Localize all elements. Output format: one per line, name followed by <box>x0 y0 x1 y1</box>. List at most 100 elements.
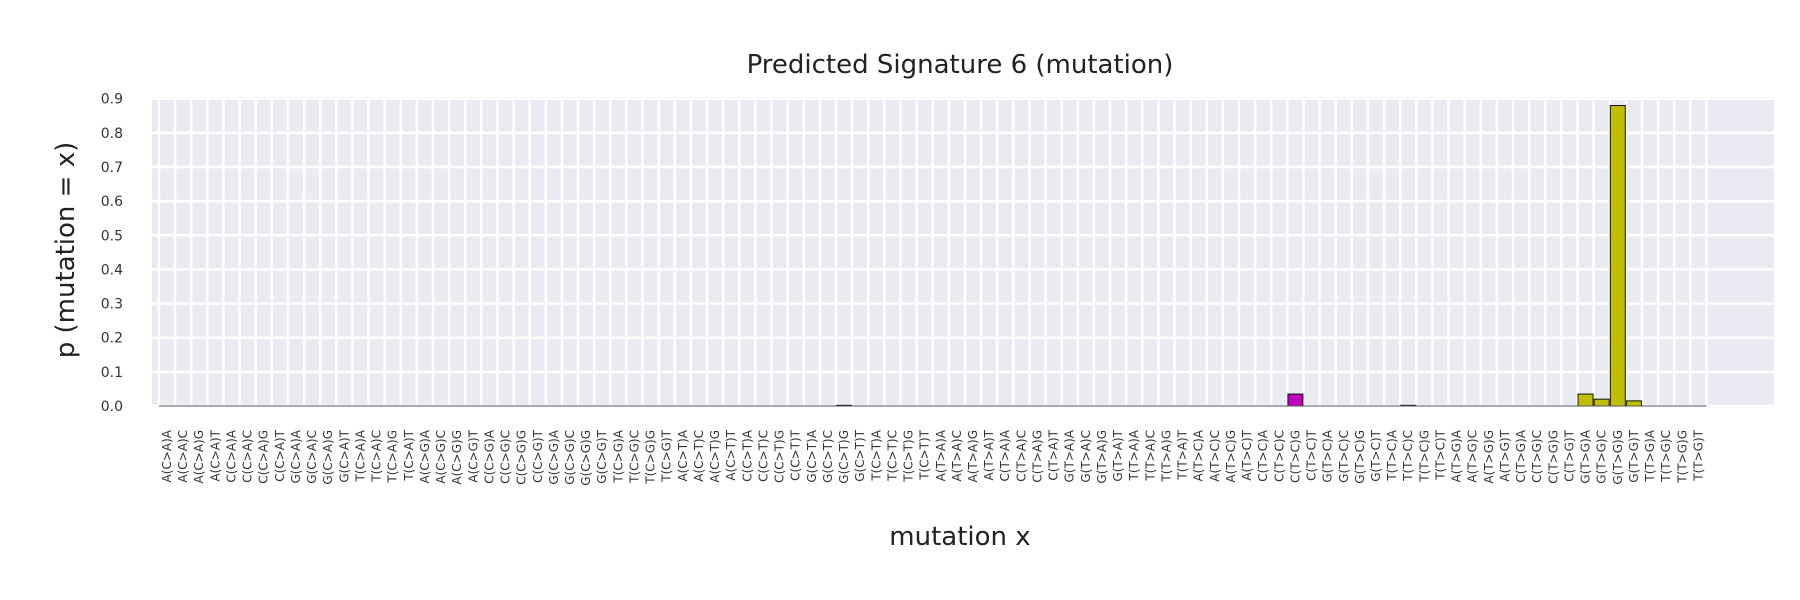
bar-series <box>158 105 1707 407</box>
x-tick-label: G(C>G)G <box>579 430 593 486</box>
y-tick-labels: 0.0 0.1 0.2 0.3 0.4 0.5 0.6 0.7 0.8 0.9 <box>101 92 123 415</box>
x-tick-label: G(T>C)T <box>1369 429 1383 481</box>
x-tick-label: C(T>G)T <box>1562 429 1576 481</box>
vertical-gridlines <box>157 97 1708 406</box>
bar <box>1593 398 1610 407</box>
x-tick-label: T(T>G)C <box>1659 430 1673 483</box>
x-tick-label: A(T>G)C <box>1466 430 1480 483</box>
x-tick-label: G(C>T)G <box>837 430 851 484</box>
x-tick-label: A(C>A)G <box>192 430 206 484</box>
x-tick-label: T(C>G)A <box>611 429 625 483</box>
x-tick-label: A(C>G)A <box>418 429 432 483</box>
x-tick-label: G(T>C)A <box>1321 429 1335 482</box>
x-tick-label: A(C>T)A <box>676 429 690 481</box>
x-tick-label: A(T>G)G <box>1482 430 1496 484</box>
x-tick-label: A(C>A)T <box>208 429 222 481</box>
x-tick-label: A(C>T)C <box>692 430 706 482</box>
x-tick-label: T(T>A)A <box>1127 429 1141 481</box>
x-tick-label: G(T>G)A <box>1579 429 1593 483</box>
x-tick-label: C(T>C)A <box>1256 429 1270 482</box>
x-tick-label: C(T>C)C <box>1272 430 1286 482</box>
x-tick-label: C(C>A)A <box>224 429 238 482</box>
x-tick-label: T(C>G)T <box>660 429 674 482</box>
y-tick-label: 0.0 <box>101 399 123 415</box>
x-tick-label: T(C>A)G <box>386 430 400 484</box>
x-tick-label: G(C>G)T <box>595 429 609 483</box>
x-tick-label: G(T>A)G <box>1095 430 1109 484</box>
x-tick-label: G(T>C)G <box>1353 430 1367 484</box>
x-tick-label: G(T>A)T <box>1111 429 1125 481</box>
x-tick-label: A(C>G)G <box>450 430 464 485</box>
x-tick-label: G(T>A)A <box>1063 429 1077 482</box>
x-tick-label: G(T>G)T <box>1627 429 1641 482</box>
bar <box>1287 393 1304 407</box>
x-tick-label: C(C>A)G <box>257 430 271 484</box>
x-tick-label: C(T>A)G <box>1030 430 1044 483</box>
x-tick-label: A(C>A)C <box>176 430 190 483</box>
x-tick-label: C(C>A)C <box>241 430 255 483</box>
x-tick-label: G(C>A)T <box>337 429 351 482</box>
bar <box>1625 400 1642 407</box>
x-tick-label: T(T>A)G <box>1159 430 1173 483</box>
x-tick-label: T(C>G)G <box>644 430 658 485</box>
x-tick-label: C(C>T)G <box>773 430 787 483</box>
x-tick-label: A(C>A)A <box>160 429 174 482</box>
bar <box>1609 105 1626 407</box>
x-tick-label: T(T>C)G <box>1417 430 1431 483</box>
x-tick-label: T(C>T)T <box>918 429 932 480</box>
y-tick-label: 0.1 <box>101 365 123 381</box>
y-axis-label: p (mutation = x) <box>51 142 81 359</box>
chart-title: Predicted Signature 6 (mutation) <box>747 50 1174 80</box>
x-tick-label: G(C>T)C <box>821 430 835 483</box>
x-tick-label: T(T>A)C <box>1143 430 1157 482</box>
x-tick-label: G(C>T)A <box>805 429 819 482</box>
plot-area <box>152 97 1774 406</box>
x-tick-label: C(T>C)T <box>1305 429 1319 481</box>
y-tick-label: 0.2 <box>101 331 123 347</box>
x-tick-label: G(C>G)A <box>547 429 561 484</box>
x-tick-label: A(T>C)G <box>1224 430 1238 483</box>
x-tick-label: A(T>A)A <box>934 429 948 481</box>
x-tick-label: G(C>A)G <box>321 430 335 485</box>
y-tick-label: 0.6 <box>101 194 123 210</box>
y-tick-label: 0.9 <box>101 92 123 108</box>
x-tick-label: A(C>T)G <box>708 430 722 483</box>
y-tick-label: 0.7 <box>101 160 123 176</box>
x-tick-label: A(T>G)A <box>1450 429 1464 482</box>
x-tick-label: T(C>G)C <box>627 430 641 484</box>
x-tick-label: A(C>T)T <box>724 429 738 480</box>
x-axis-label: mutation x <box>889 522 1030 552</box>
x-tick-label: T(C>T)A <box>869 429 883 481</box>
x-tick-label: C(C>G)A <box>482 429 496 483</box>
x-tick-label: T(T>C)A <box>1385 429 1399 481</box>
x-tick-label: C(C>T)T <box>789 429 803 481</box>
x-tick-label: C(C>T)C <box>756 430 770 482</box>
x-tick-label: A(C>G)C <box>434 430 448 484</box>
x-tick-label: G(T>C)C <box>1337 430 1351 483</box>
x-tick-label: T(C>A)A <box>353 429 367 482</box>
x-tick-label: A(T>G)T <box>1498 429 1512 481</box>
x-tick-label: T(T>C)T <box>1433 429 1447 480</box>
x-tick-label: T(C>T)C <box>885 430 899 482</box>
x-tick-label: G(T>A)C <box>1079 430 1093 483</box>
x-tick-label: C(T>A)C <box>1014 430 1028 482</box>
x-tick-label: T(T>C)C <box>1401 430 1415 482</box>
x-tick-label: G(C>A)A <box>289 429 303 483</box>
x-tick-label: T(T>G)A <box>1643 429 1657 482</box>
x-tick-label: G(C>G)C <box>563 430 577 485</box>
x-tick-label: C(C>A)T <box>273 429 287 481</box>
y-tick-label: 0.4 <box>101 262 123 278</box>
x-tick-label: G(T>G)C <box>1595 430 1609 484</box>
x-tick-label: C(T>C)G <box>1288 430 1302 483</box>
x-tick-label: C(T>A)A <box>998 429 1012 481</box>
x-tick-label: T(C>A)T <box>402 429 416 481</box>
x-tick-label: C(T>G)C <box>1530 430 1544 483</box>
x-tick-label: T(T>G)G <box>1675 430 1689 484</box>
x-tick-label: T(C>A)C <box>370 430 384 483</box>
x-tick-label: T(T>A)T <box>1176 429 1190 480</box>
x-tick-label: A(T>C)C <box>1208 430 1222 482</box>
x-tick-label: A(T>A)G <box>966 430 980 482</box>
horizontal-gridlines <box>152 97 1774 408</box>
x-tick-label: A(T>A)T <box>982 429 996 480</box>
